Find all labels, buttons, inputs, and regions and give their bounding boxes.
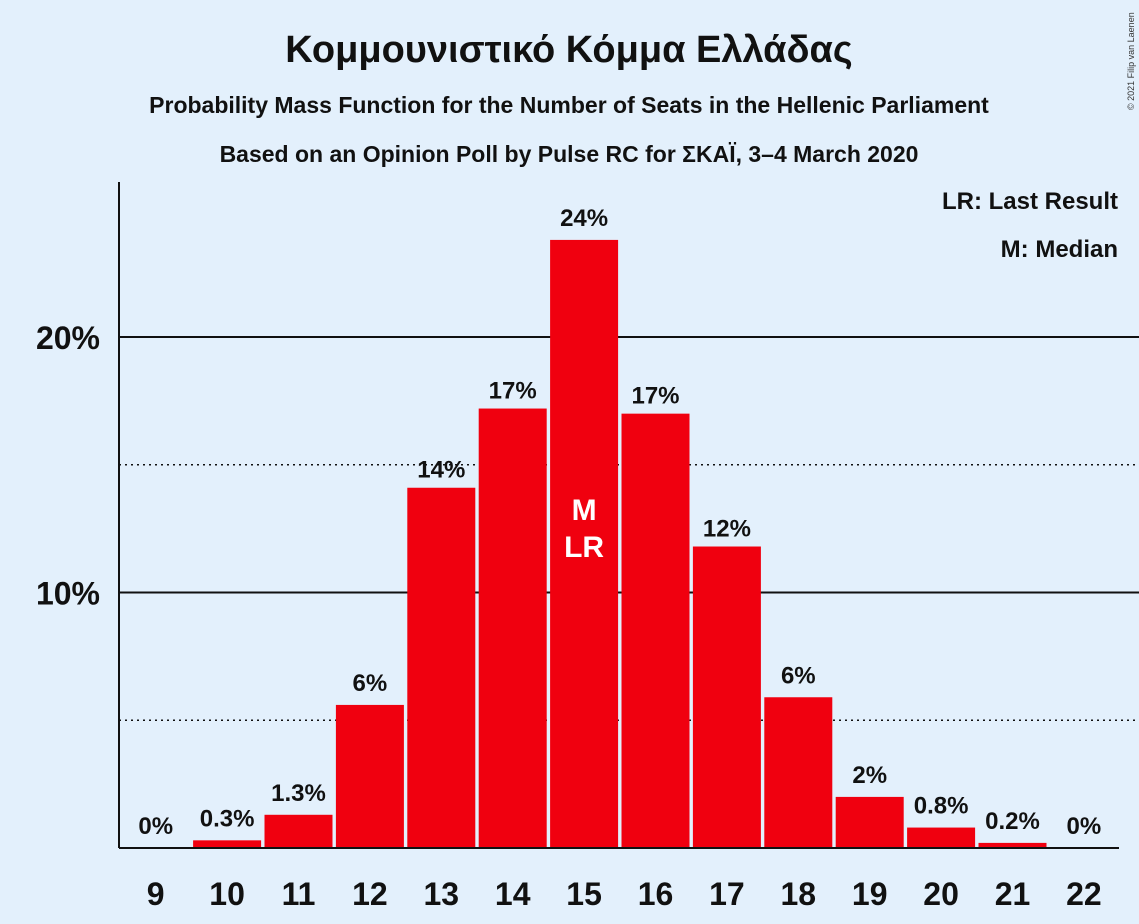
data-label-21: 0.2% xyxy=(985,808,1040,835)
last-result-marker: LR xyxy=(564,531,604,564)
x-tick-label: 16 xyxy=(638,876,674,912)
data-label-20: 0.8% xyxy=(914,793,969,820)
x-tick-label: 9 xyxy=(147,876,165,912)
chart-title: Κομμουνιστικό Κόμμα Ελλάδας xyxy=(285,29,852,71)
copyright-text: © 2021 Filip van Laenen xyxy=(1126,12,1136,110)
data-label-16: 17% xyxy=(631,383,679,410)
x-tick-label: 19 xyxy=(852,876,888,912)
x-tick-label: 15 xyxy=(566,876,602,912)
bar-14 xyxy=(478,408,547,848)
bar-17 xyxy=(692,546,761,848)
data-label-10: 0.3% xyxy=(200,805,255,832)
axes: 10% 20% 9 10 11 12 13 14 15 16 17 18 19 20 21 22 xyxy=(36,182,1119,912)
bars xyxy=(193,239,1047,848)
x-tick-label: 13 xyxy=(424,876,460,912)
data-label-12: 6% xyxy=(353,670,388,697)
bar-11 xyxy=(264,814,333,848)
bar-15 xyxy=(550,239,619,848)
data-label-19: 2% xyxy=(852,762,887,789)
x-tick-label: 11 xyxy=(282,876,316,912)
data-label-17: 12% xyxy=(703,516,751,543)
x-tick-label: 21 xyxy=(995,876,1031,912)
bar-18 xyxy=(764,697,833,848)
chart-subtitle: Probability Mass Function for the Number… xyxy=(149,92,989,118)
x-tick-label: 14 xyxy=(495,876,531,912)
legend-last-result: LR: Last Result xyxy=(942,188,1118,215)
bar-20 xyxy=(907,827,976,848)
data-label-22: 0% xyxy=(1067,813,1102,840)
x-tick-label: 20 xyxy=(923,876,959,912)
x-tick-label: 12 xyxy=(352,876,388,912)
x-tick-label: 10 xyxy=(209,876,245,912)
data-labels: 0% 0.3% 1.3% 6% 14% 17% 24% M LR 17% 12% 6% 2% 0.8% 0.… xyxy=(138,205,1101,840)
data-label-13: 14% xyxy=(417,457,465,484)
bar-13 xyxy=(407,487,476,848)
bar-12 xyxy=(335,704,404,848)
data-label-18: 6% xyxy=(781,662,816,689)
bar-10 xyxy=(193,840,262,848)
x-tick-label: 22 xyxy=(1066,876,1102,912)
y-tick-label: 20% xyxy=(36,320,100,356)
median-marker: M xyxy=(572,494,597,527)
data-label-11: 1.3% xyxy=(271,780,326,807)
bar-16 xyxy=(621,413,690,848)
data-label-15: 24% xyxy=(560,205,608,232)
legend-median: M: Median xyxy=(1001,236,1118,263)
bar-21 xyxy=(978,842,1047,848)
x-tick-label: 17 xyxy=(709,876,745,912)
y-tick-label: 10% xyxy=(36,576,100,612)
x-tick-label: 18 xyxy=(781,876,817,912)
data-label-14: 17% xyxy=(489,378,537,405)
bar-19 xyxy=(835,796,904,848)
data-label-9: 0% xyxy=(138,813,173,840)
chart-subtitle-poll: Based on an Opinion Poll by Pulse RC for… xyxy=(220,141,919,167)
